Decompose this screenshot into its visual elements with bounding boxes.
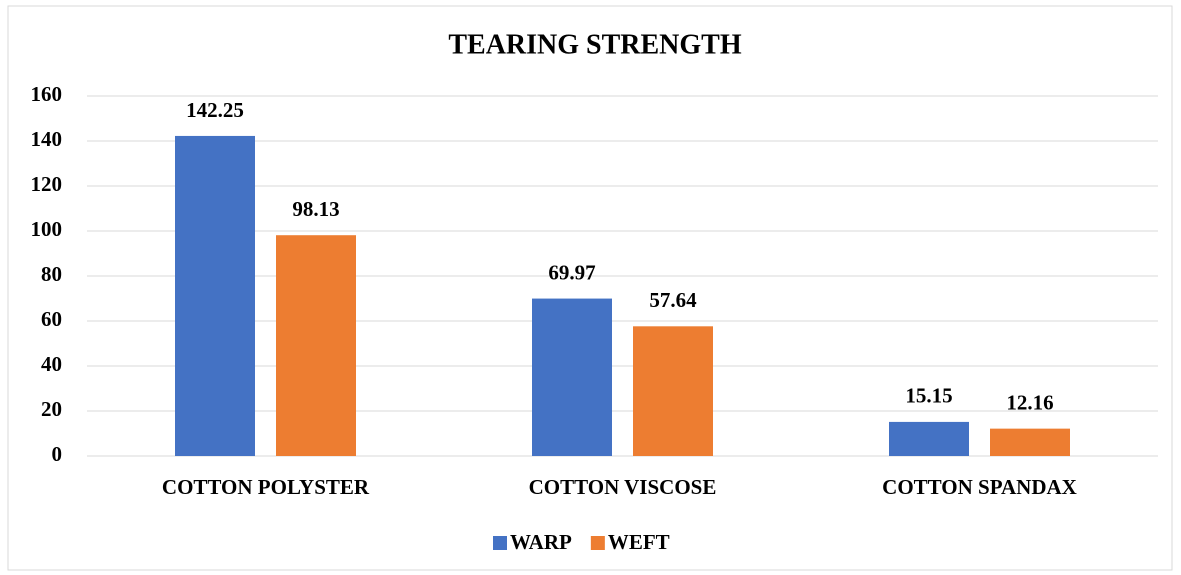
data-label: 69.97 bbox=[548, 260, 595, 284]
bar bbox=[276, 235, 356, 456]
legend-swatch bbox=[590, 536, 605, 550]
y-tick-label: 100 bbox=[31, 217, 63, 241]
x-tick-label: COTTON POLYSTER bbox=[162, 475, 370, 499]
x-tick-label: COTTON VISCOSE bbox=[529, 475, 717, 499]
legend-swatch bbox=[493, 536, 507, 550]
legend-label: WARP bbox=[510, 530, 572, 554]
bar bbox=[532, 298, 612, 456]
data-label: 98.13 bbox=[292, 197, 339, 221]
y-tick-label: 140 bbox=[31, 127, 63, 151]
legend-label: WEFT bbox=[608, 530, 670, 554]
data-label: 142.25 bbox=[186, 98, 244, 122]
y-tick-label: 0 bbox=[52, 442, 63, 466]
bar bbox=[175, 135, 255, 456]
y-tick-label: 20 bbox=[41, 397, 62, 421]
y-tick-label: 40 bbox=[41, 352, 62, 376]
data-label: 15.15 bbox=[905, 384, 952, 408]
y-tick-label: 160 bbox=[31, 82, 63, 106]
chart-title: TEARING STRENGTH bbox=[448, 29, 742, 60]
y-tick-label: 80 bbox=[41, 262, 62, 286]
data-label: 12.16 bbox=[1006, 390, 1053, 414]
y-tick-label: 120 bbox=[31, 172, 63, 196]
data-label: 57.64 bbox=[649, 288, 697, 312]
x-tick-label: COTTON SPANDAX bbox=[882, 475, 1077, 499]
bar bbox=[889, 421, 969, 456]
bar bbox=[990, 428, 1070, 456]
y-tick-label: 60 bbox=[41, 307, 62, 331]
bar bbox=[633, 326, 713, 456]
